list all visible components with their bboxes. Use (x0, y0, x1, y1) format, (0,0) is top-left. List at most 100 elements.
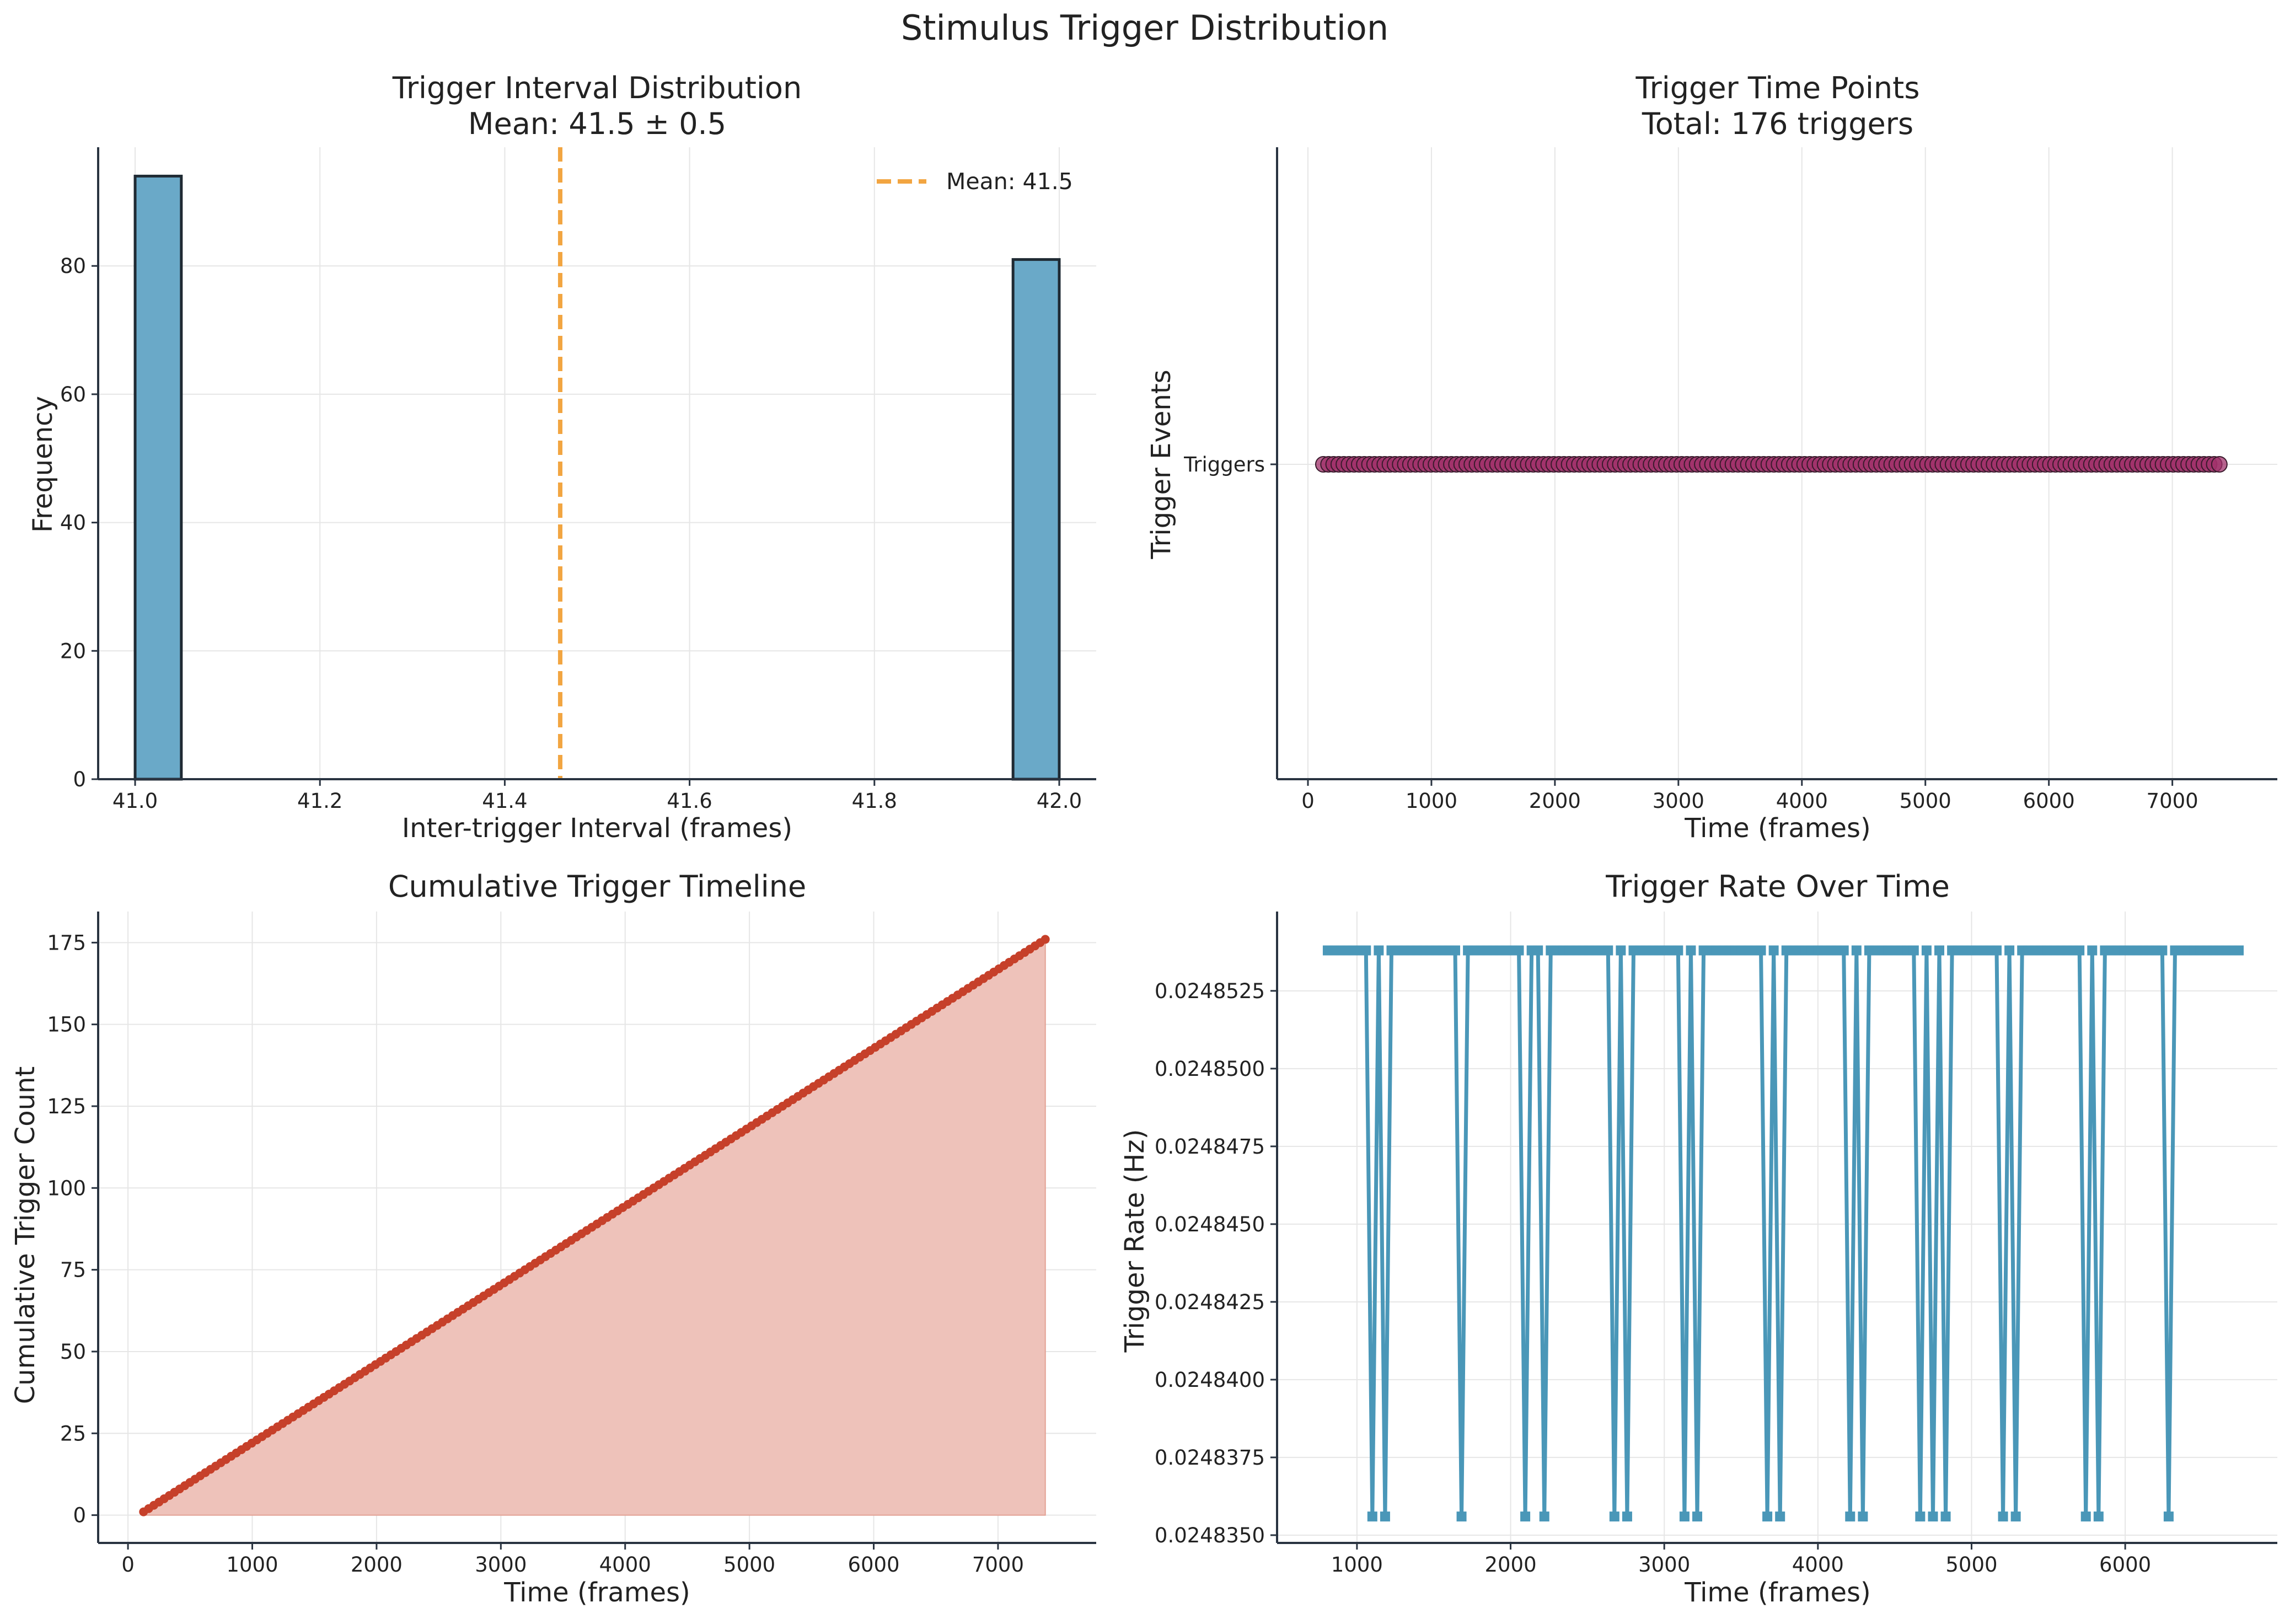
grid (98, 147, 1096, 780)
y-tick-label: 0.0248500 (1155, 1057, 1265, 1081)
panel-subtitle: Total: 176 triggers (1642, 106, 1913, 141)
x-tick-label: 2000 (1484, 1553, 1536, 1577)
y-tick-label: 40 (60, 511, 86, 535)
rate-line (1327, 948, 2239, 1517)
y-tick-label: 20 (60, 639, 86, 663)
x-tick-label: 0 (121, 1553, 135, 1577)
x-tick-label: 7000 (2147, 789, 2198, 813)
rate-point (1928, 1512, 1938, 1522)
rate-point (1991, 945, 2002, 956)
y-tick-label: 0.0248525 (1155, 979, 1265, 1003)
rate-point (1533, 945, 1543, 956)
y-tick-label: 0.0248350 (1155, 1524, 1265, 1547)
x-tick-label: 6000 (2099, 1553, 2151, 1577)
y-tick-label: 50 (60, 1340, 86, 1364)
rate-point (2233, 945, 2244, 956)
y-tick-label: 0.0248400 (1155, 1368, 1265, 1392)
figure-title: Stimulus Trigger Distribution (901, 8, 1388, 48)
rate-point (1762, 1512, 1773, 1522)
rate-point (2010, 1512, 2021, 1522)
rate-point (1756, 945, 1766, 956)
y-tick-label: 0 (73, 768, 86, 791)
panel-title: Trigger Time Points (1635, 71, 1920, 105)
y-axis-label: Trigger Rate (Hz) (1119, 1129, 1150, 1353)
plot-marks (139, 935, 1050, 1516)
rate-point (1616, 945, 1626, 956)
histogram-bar (1011, 258, 1061, 781)
panel-trigger-rate: Trigger Rate Over Time 1000 2000 3000 4000 5… (1119, 869, 2277, 1608)
x-tick-label: 3000 (1638, 1553, 1690, 1577)
rate-point (1915, 1512, 1926, 1522)
rate-point (1609, 1512, 1619, 1522)
rate-point (2080, 1512, 2091, 1522)
axes: 1000 2000 3000 4000 5000 6000 0.0248350 0.02483… (1155, 912, 2277, 1577)
y-tick-label: 0.0248425 (1155, 1290, 1265, 1314)
x-tick-label: 3000 (1653, 789, 1704, 813)
rate-point (1908, 945, 1919, 956)
x-tick-label: 1000 (226, 1553, 278, 1577)
rate-point (1380, 1512, 1390, 1522)
x-tick-label: 41.0 (112, 789, 158, 813)
rate-point (1858, 1512, 1868, 1522)
y-tick-label: 0 (73, 1504, 86, 1527)
y-tick-label: 75 (60, 1258, 86, 1282)
rate-point (1851, 945, 1862, 956)
y-tick-label: 125 (47, 1095, 86, 1118)
rate-point (1775, 1512, 1785, 1522)
x-tick-label: 2000 (1529, 789, 1581, 813)
rate-point (1679, 1512, 1690, 1522)
x-tick-label: 2000 (351, 1553, 403, 1577)
panel-title: Trigger Rate Over Time (1605, 869, 1950, 904)
rate-point (1934, 945, 1945, 956)
x-tick-label: 7000 (972, 1553, 1024, 1577)
y-tick-label: 0.0248475 (1155, 1135, 1265, 1159)
rate-point (1361, 945, 1371, 956)
rate-point (2093, 1512, 2104, 1522)
x-tick-label: 5000 (723, 1553, 775, 1577)
rate-point (1768, 945, 1779, 956)
panel-interval-histogram: Trigger Interval Distribution Mean: 41.5… (28, 71, 1096, 844)
panel-subtitle: Mean: 41.5 ± 0.5 (468, 106, 726, 141)
rate-point (1692, 1512, 1703, 1522)
y-tick-label: 100 (47, 1176, 86, 1200)
cumulative-point (1041, 935, 1050, 944)
y-tick-label: 150 (47, 1013, 86, 1037)
x-axis-label: Inter-trigger Interval (frames) (402, 813, 792, 844)
y-axis-label: Cumulative Trigger Count (10, 1066, 41, 1405)
plot-marks (1315, 456, 2228, 473)
panel-title: Cumulative Trigger Timeline (388, 869, 806, 904)
x-tick-label: 4000 (1792, 1553, 1844, 1577)
rate-point (2087, 945, 2098, 956)
rate-point (1845, 1512, 1855, 1522)
rate-point (1374, 945, 1384, 956)
x-tick-label: 1000 (1406, 789, 1457, 813)
x-axis-label: Time (frames) (503, 1577, 690, 1608)
rate-point (1686, 945, 1696, 956)
x-axis-label: Time (frames) (1684, 813, 1871, 844)
rate-point (1520, 1512, 1531, 1522)
rate-point (2074, 945, 2085, 956)
y-tick-label: 60 (60, 383, 86, 406)
x-tick-label: 5000 (1900, 789, 1951, 813)
legend-label-mean: Mean: 41.5 (946, 168, 1073, 195)
plot-marks (1322, 945, 2244, 1522)
x-tick-label: 41.4 (482, 789, 527, 813)
x-tick-label: 0 (1301, 789, 1315, 813)
rate-point (1622, 1512, 1632, 1522)
rate-point (1998, 1512, 2008, 1522)
y-tick-label: 0.0248375 (1155, 1446, 1265, 1470)
y-tick-label: 175 (47, 931, 86, 955)
trigger-point (2211, 456, 2228, 473)
rate-point (1367, 1512, 1377, 1522)
x-axis-label: Time (frames) (1684, 1577, 1871, 1608)
x-tick-label: 41.8 (852, 789, 897, 813)
x-tick-label: 41.2 (297, 789, 342, 813)
rate-point (1940, 1512, 1951, 1522)
x-tick-label: 4000 (599, 1553, 651, 1577)
rate-point (1450, 945, 1461, 956)
x-tick-label: 42.0 (1037, 789, 1082, 813)
axes: 0 1000 2000 3000 4000 5000 6000 7000 Triggers (1183, 147, 2277, 813)
rate-point (2163, 1512, 2174, 1522)
rate-point (2004, 945, 2015, 956)
